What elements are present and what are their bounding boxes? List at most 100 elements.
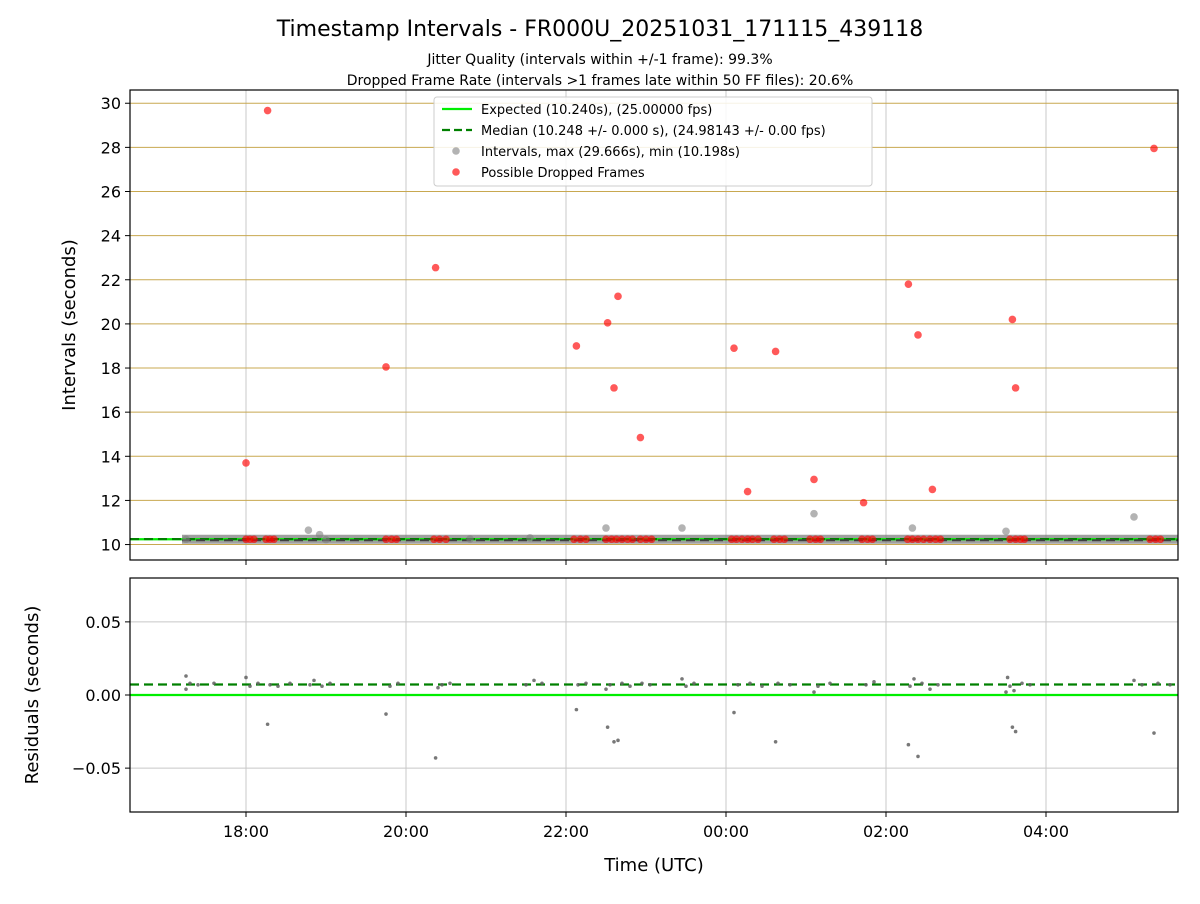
- dropped-frame-point: [914, 535, 922, 544]
- dropped-frame-point: [382, 535, 390, 544]
- dropped-frame-point: [868, 535, 877, 544]
- residual-point: [748, 681, 752, 686]
- dropped-frame-point: [1146, 535, 1154, 544]
- bottom-xtick-label: 20:00: [383, 822, 429, 841]
- dropped-frame-point: [628, 535, 637, 544]
- dropped-frame-point: [636, 535, 645, 544]
- dropped-frame-point: [1150, 144, 1158, 153]
- interval-point: [1002, 527, 1010, 536]
- residual-point: [188, 681, 192, 686]
- residual-point: [1010, 725, 1015, 729]
- residual-point: [936, 682, 940, 687]
- residual-point: [540, 681, 544, 686]
- dropped-frame-point: [1008, 315, 1017, 324]
- residual-point: [912, 677, 916, 681]
- residual-point: [584, 681, 588, 686]
- top-ylabel: Intervals (seconds): [59, 239, 80, 411]
- residual-point: [773, 740, 778, 744]
- dropped-frame-point: [582, 535, 590, 544]
- bottom-xtick-label: 22:00: [543, 822, 589, 841]
- residual-point: [448, 681, 452, 686]
- top-ytick-label: 26: [101, 183, 121, 202]
- top-ytick-label: 22: [101, 271, 121, 290]
- legend-entry-label: Median (10.248 +/- 0.000 s), (24.98143 +…: [481, 124, 826, 139]
- dropped-frame-point: [431, 263, 440, 272]
- residual-point: [1005, 675, 1010, 680]
- dropped-frame-point: [806, 535, 814, 544]
- residual-point: [916, 754, 920, 759]
- residual-point: [244, 675, 248, 680]
- dropped-frame-point: [1020, 535, 1029, 544]
- dropped-frame-point: [610, 384, 618, 392]
- legend-entry-label: Possible Dropped Frames: [481, 166, 645, 181]
- interval-point: [602, 524, 610, 532]
- dropped-frame-point: [242, 459, 250, 467]
- top-ytick-label: 24: [101, 227, 121, 246]
- residual-point: [288, 681, 292, 686]
- top-ytick-label: 16: [101, 403, 121, 422]
- dropped-frame-point: [770, 535, 778, 544]
- residual-point: [265, 722, 270, 727]
- dropped-frame-point: [748, 535, 757, 544]
- chart-subtitle-dropped: Dropped Frame Rate (intervals >1 frames …: [347, 73, 854, 89]
- residual-point: [1013, 729, 1018, 734]
- dropped-frame-point: [430, 535, 438, 544]
- residual-point: [1028, 682, 1032, 687]
- residual-point: [616, 738, 620, 743]
- top-ytick-label: 28: [101, 138, 121, 157]
- residual-point: [320, 684, 324, 689]
- dropped-frame-point: [392, 535, 401, 544]
- top-ytick-label: 12: [101, 491, 121, 510]
- residual-point: [440, 682, 444, 687]
- dropped-frame-point: [572, 342, 581, 350]
- dropped-frame-point: [738, 535, 746, 544]
- residual-point: [640, 681, 644, 686]
- residual-point: [524, 682, 528, 687]
- dropped-frame-point: [435, 535, 444, 544]
- dropped-frame-point: [754, 535, 762, 544]
- legend-box: [433, 96, 873, 187]
- dropped-frame-point: [570, 535, 578, 544]
- residual-point: [328, 681, 332, 686]
- bottom-xtick-label: 04:00: [1023, 822, 1069, 841]
- dropped-frame-point: [919, 535, 928, 544]
- residual-point: [1012, 688, 1016, 693]
- bottom-xlabel: Time (UTC): [603, 855, 704, 876]
- residual-point: [396, 681, 400, 686]
- dropped-frame-point: [618, 535, 626, 544]
- interval-point: [526, 534, 534, 542]
- dropped-frame-point: [603, 318, 612, 327]
- dropped-frame-point: [576, 535, 585, 544]
- residual-point: [628, 684, 632, 689]
- residual-point: [1020, 681, 1024, 686]
- intervals-panel: 10 12 14 16 18 20 22 24 26 28 30 Intervals (seconds…: [59, 89, 1179, 565]
- dropped-frame-point: [647, 535, 656, 544]
- dropped-frame-point: [270, 535, 278, 544]
- residual-point: [760, 684, 764, 689]
- bottom-ytick-label: −0.05: [72, 759, 121, 778]
- residual-point: [828, 681, 832, 686]
- dropped-frame-point: [859, 498, 868, 507]
- residual-point: [605, 725, 610, 729]
- dropped-frame-point: [1011, 384, 1020, 392]
- residual-point: [908, 684, 912, 689]
- dropped-frame-point: [250, 535, 258, 544]
- interval-point: [1130, 513, 1138, 521]
- residual-point: [574, 707, 579, 712]
- bottom-xtick-label: 02:00: [863, 822, 909, 841]
- residual-point: [906, 742, 911, 747]
- dropped-frame-point: [442, 535, 450, 544]
- residual-point: [1156, 681, 1160, 686]
- residual-point: [920, 681, 924, 686]
- residual-point: [1168, 682, 1172, 687]
- bottom-ytick-label: 0.05: [85, 613, 121, 632]
- dropped-frame-point: [908, 535, 917, 544]
- dropped-frame-point: [636, 433, 645, 442]
- residual-point: [692, 681, 696, 686]
- residual-point: [648, 682, 652, 687]
- top-ytick-label: 18: [101, 359, 121, 378]
- top-axes-frame: [129, 89, 1179, 561]
- interval-point: [315, 530, 324, 539]
- interval-point: [810, 509, 818, 518]
